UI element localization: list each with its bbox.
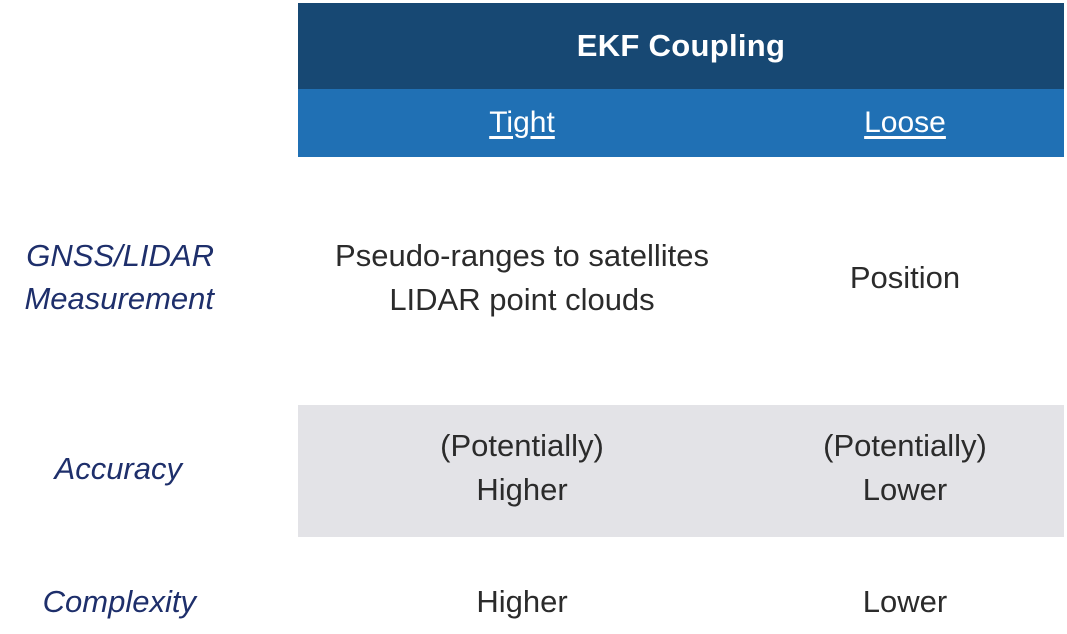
cell-complexity-loose: Lower <box>746 580 1064 624</box>
row-label-accuracy: Accuracy <box>0 447 182 490</box>
cell-line: (Potentially) <box>440 428 604 463</box>
row-label-complexity: Complexity <box>0 580 196 623</box>
row-label-line: Measurement <box>24 281 214 316</box>
table-header: EKF Coupling <box>298 3 1064 89</box>
cell-line: Position <box>849 260 961 295</box>
cell-line: Pseudo-ranges to satellites <box>335 238 709 273</box>
cell-line: Lower <box>862 584 948 619</box>
cell-line: Higher <box>476 584 568 619</box>
row-label-line: Complexity <box>42 584 196 619</box>
cell-line: (Potentially) <box>823 428 987 463</box>
cell-measurement-tight: Pseudo-ranges to satellites LIDAR point … <box>298 234 746 322</box>
table-title: EKF Coupling <box>576 28 786 63</box>
row-shade-accuracy <box>298 405 1064 537</box>
cell-line: Lower <box>862 472 948 507</box>
cell-accuracy-loose: (Potentially) Lower <box>746 424 1064 512</box>
cell-measurement-loose: Position <box>746 256 1064 300</box>
cell-line: LIDAR point clouds <box>389 282 655 317</box>
column-header-bar: Tight Loose <box>298 89 1064 157</box>
cell-line: Higher <box>476 472 568 507</box>
row-label-measurement: GNSS/LIDAR Measurement <box>0 234 214 320</box>
column-header-tight[interactable]: Tight <box>489 106 555 139</box>
row-label-line: GNSS/LIDAR <box>26 238 214 273</box>
column-header-loose[interactable]: Loose <box>864 106 946 139</box>
cell-complexity-tight: Higher <box>298 580 746 624</box>
row-label-line: Accuracy <box>54 451 182 486</box>
cell-accuracy-tight: (Potentially) Higher <box>298 424 746 512</box>
